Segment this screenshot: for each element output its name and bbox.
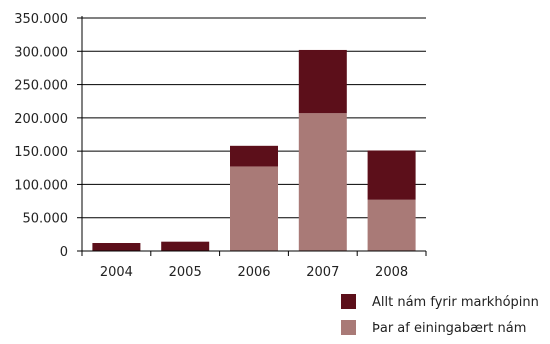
- x-tick-label: 2004: [100, 265, 133, 280]
- y-tick-label: 150.000: [14, 145, 68, 160]
- bar-2006-series-0: [230, 166, 278, 251]
- x-tick-label: 2006: [237, 265, 270, 280]
- bar-2008-series-0: [367, 199, 416, 251]
- x-tick-label: 2007: [306, 265, 339, 280]
- y-tick-label: 100.000: [14, 178, 68, 193]
- bar-2007-series-0: [298, 113, 347, 251]
- y-tick-label: 250.000: [14, 79, 68, 94]
- y-tick-label: 200.000: [14, 112, 68, 127]
- y-tick-label: 300.000: [14, 45, 68, 60]
- x-tick-label: 2005: [169, 265, 202, 280]
- legend-label-credit: Þar af einingabært nám: [372, 321, 526, 336]
- axes: [77, 16, 427, 256]
- axis-labels: 0 50.000 100.000 150.000 200.000 250.000 300.0…: [14, 12, 408, 280]
- bar-2007-series-1: [298, 49, 347, 114]
- y-tick-label: 50.000: [23, 212, 69, 227]
- bar-2005-series-1: [161, 241, 210, 251]
- bars: [92, 49, 416, 251]
- legend-label-total: Allt nám fyrir markhópinn: [372, 295, 539, 310]
- y-tick-label: 350.000: [14, 12, 68, 27]
- bar-2004-series-1: [92, 243, 141, 251]
- legend-swatch-credit: [341, 320, 356, 335]
- x-tick-label: 2008: [375, 265, 408, 280]
- legend-swatch-total: [341, 294, 356, 309]
- bar-2008-series-1: [367, 150, 416, 200]
- bar-2006-series-1: [230, 145, 278, 167]
- legend: Allt nám fyrir markhópinn Þar af eininga…: [341, 294, 539, 336]
- y-tick-label: 0: [60, 245, 68, 260]
